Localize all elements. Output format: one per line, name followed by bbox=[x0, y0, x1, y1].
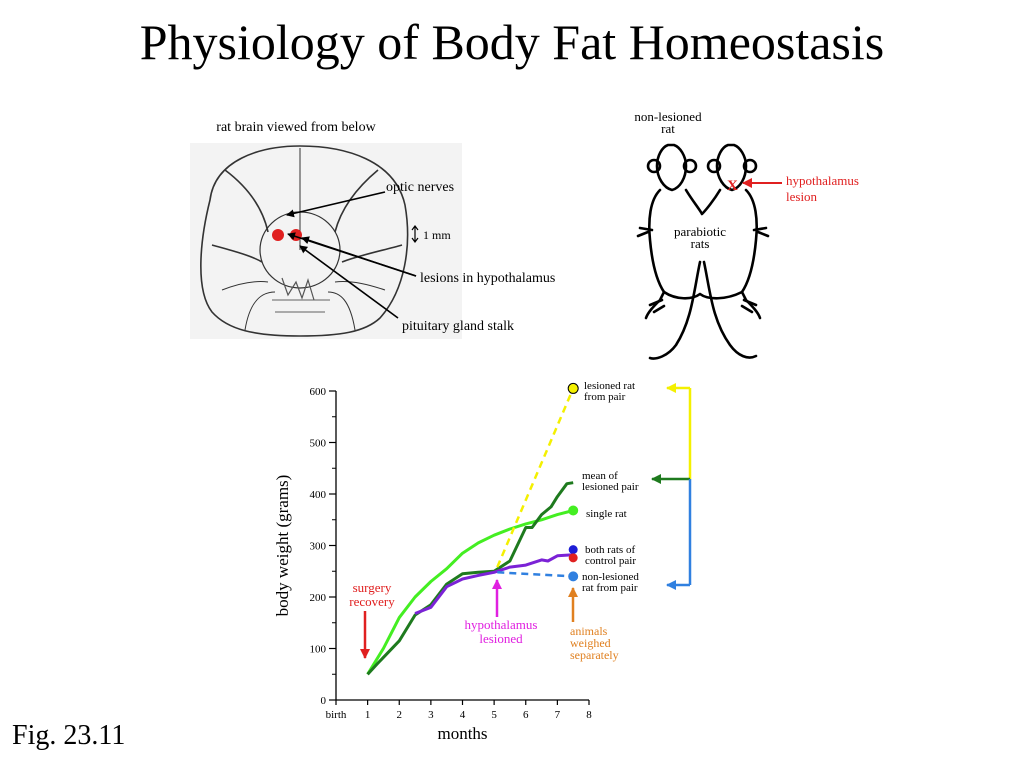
hypothalamus-label-2: lesioned bbox=[479, 631, 523, 646]
series-label: from pair bbox=[584, 391, 626, 403]
y-tick-label: 0 bbox=[321, 695, 327, 707]
lesion-arrow-2 bbox=[301, 236, 417, 277]
scale-arrow bbox=[411, 225, 419, 243]
figure-label: Fig. 23.11 bbox=[12, 720, 126, 751]
optic-nerves-label: optic nerves bbox=[386, 180, 454, 195]
lesion-x-mark: X bbox=[727, 178, 738, 194]
comparison-bracket bbox=[651, 383, 692, 590]
series-end-point bbox=[568, 571, 579, 582]
weighed-label-2: weighed bbox=[570, 636, 611, 650]
series-end-point bbox=[568, 505, 579, 516]
x-tick-label: 7 bbox=[555, 709, 561, 721]
series-line-non-lesioned-rat-from-pair bbox=[497, 571, 574, 578]
stalk-arrow bbox=[299, 245, 399, 319]
lesion-label-1: hypothalamus bbox=[786, 173, 859, 188]
series-line-lesioned-rat-from-pair bbox=[496, 387, 575, 568]
parabiotic-label-2: rats bbox=[691, 236, 710, 251]
x-tick-label: 8 bbox=[586, 709, 592, 721]
surgery-label-2: recovery bbox=[349, 594, 395, 609]
lesions-label: lesions in hypothalamus bbox=[420, 271, 555, 286]
series-line-both-rats-of-control-pair bbox=[414, 553, 574, 615]
lesion-label-2: lesion bbox=[786, 189, 818, 204]
series-label: control pair bbox=[585, 555, 636, 567]
y-tick-label: 600 bbox=[310, 386, 327, 398]
stalk-label: pituitary gland stalk bbox=[402, 319, 514, 334]
surgery-label-1: surgery bbox=[353, 580, 392, 595]
series-line-single-rat bbox=[366, 509, 574, 676]
hypothalamus-label-1: hypothalamus bbox=[465, 617, 538, 632]
x-tick-label: birth bbox=[326, 709, 347, 721]
x-tick-label: 2 bbox=[397, 709, 403, 721]
x-tick-label: 1 bbox=[365, 709, 371, 721]
series-label: both rats of bbox=[585, 544, 635, 556]
y-axis-label: body weight (grams) bbox=[273, 475, 292, 617]
series-label: rat from pair bbox=[582, 582, 638, 594]
brain-stem-texture bbox=[281, 277, 315, 301]
weighed-label-3: separately bbox=[570, 648, 619, 662]
series-label: lesioned pair bbox=[582, 481, 639, 493]
rats-diagram: non-lesioned rat parabiotic rat bbox=[634, 109, 859, 360]
chart: 0 100 200 300 400 500 600 birth 1 2 3 4 5 6 7 8 lesione… bbox=[273, 380, 692, 743]
x-tick-label: 3 bbox=[428, 709, 434, 721]
y-tick-label: 500 bbox=[310, 438, 327, 450]
chart-series bbox=[366, 382, 579, 676]
series-end-point bbox=[568, 553, 578, 563]
rat-silhouettes bbox=[636, 143, 770, 360]
y-tick-label: 100 bbox=[310, 644, 327, 656]
weighed-label-1: animals bbox=[570, 624, 608, 638]
nonlesioned-label-2: rat bbox=[661, 121, 675, 136]
y-tick-label: 300 bbox=[310, 541, 327, 553]
brain-outline bbox=[200, 145, 409, 337]
series-label: lesioned rat bbox=[584, 380, 635, 392]
brain-diagram: rat brain viewed from below optic nerves… bbox=[190, 120, 555, 339]
chart-axes: 0 100 200 300 400 500 600 birth 1 2 3 4 5 6 7 8 bbox=[310, 386, 593, 721]
series-end-point bbox=[568, 545, 578, 555]
x-axis-label: months bbox=[437, 724, 487, 743]
series-end-point bbox=[567, 382, 579, 394]
nonlesioned-label-1: non-lesioned bbox=[634, 109, 702, 124]
slide-title: Physiology of Body Fat Homeostasis bbox=[139, 14, 885, 70]
brain-background bbox=[190, 143, 462, 339]
optic-nerves-arrow bbox=[286, 191, 386, 218]
brain-caption: rat brain viewed from below bbox=[216, 120, 376, 135]
y-tick-label: 200 bbox=[310, 592, 327, 604]
series-label: single rat bbox=[586, 508, 627, 520]
x-tick-label: 5 bbox=[491, 709, 497, 721]
series-label: mean of bbox=[582, 470, 618, 482]
parabiotic-label-1: parabiotic bbox=[674, 224, 726, 239]
x-tick-label: 4 bbox=[460, 709, 466, 721]
scale-label: 1 mm bbox=[423, 228, 451, 242]
series-label: non-lesioned bbox=[582, 571, 639, 583]
x-tick-label: 6 bbox=[523, 709, 529, 721]
lesion-dot-left bbox=[272, 229, 284, 241]
y-tick-label: 400 bbox=[310, 489, 327, 501]
